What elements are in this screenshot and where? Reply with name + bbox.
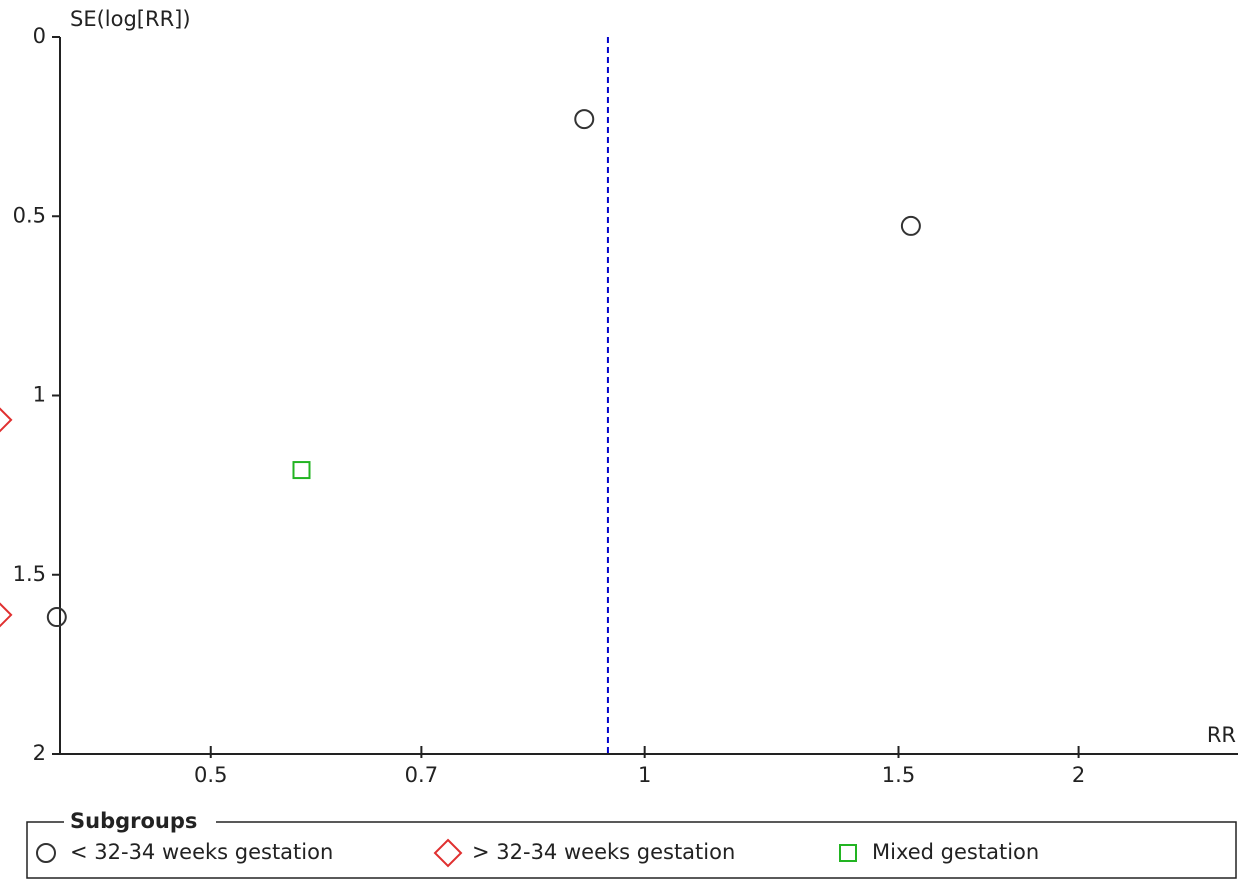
data-point — [46, 607, 67, 628]
legend-box — [26, 821, 1237, 879]
y-tick-label: 0 — [33, 24, 46, 48]
legend-title: Subgroups — [70, 809, 197, 833]
x-tick-label: 0.7 — [405, 763, 438, 787]
data-point — [0, 407, 13, 433]
legend-label: Mixed gestation — [872, 840, 1039, 864]
legend-label: < 32-34 weeks gestation — [70, 840, 333, 864]
y-tick-label: 2 — [33, 741, 46, 765]
legend-marker — [839, 844, 857, 862]
x-axis-label: RR — [1207, 723, 1236, 747]
y-axis-label: SE(log[RR]) — [70, 7, 191, 31]
legend-title-bg — [64, 810, 216, 834]
x-tick-label: 2 — [1072, 763, 1085, 787]
x-tick-label: 1 — [638, 763, 651, 787]
data-point — [292, 461, 311, 480]
y-tick-label: 0.5 — [13, 203, 46, 227]
data-point — [900, 215, 921, 236]
data-point — [0, 602, 13, 628]
x-tick-label: 0.5 — [194, 763, 227, 787]
legend-marker — [433, 838, 463, 868]
y-tick-label: 1 — [33, 383, 46, 407]
y-tick-label: 1.5 — [13, 562, 46, 586]
legend-marker — [36, 843, 56, 863]
legend-label: > 32-34 weeks gestation — [472, 840, 735, 864]
data-point — [574, 109, 595, 130]
x-tick-label: 1.5 — [882, 763, 915, 787]
